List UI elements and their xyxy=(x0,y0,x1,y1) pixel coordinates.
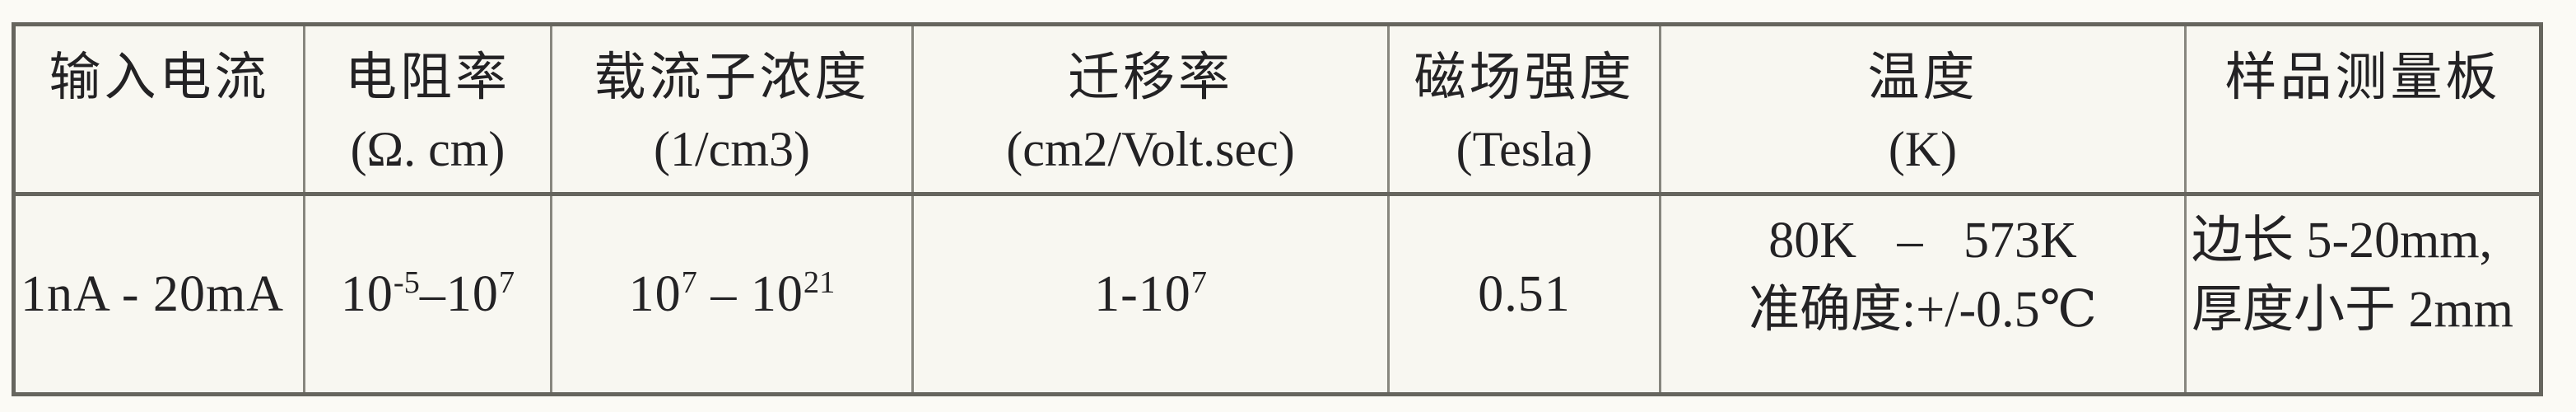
header-title: 电阻率 xyxy=(345,49,510,106)
col-header-magnetic-field: 磁场强度 (Tesla) xyxy=(1387,23,1661,196)
header-unit: (cm2/Volt.sec) xyxy=(1006,122,1295,176)
cell-sample-board: 边长 5-20mm, 厚度小于 2mm xyxy=(2184,193,2542,396)
measurement-spec-table: 输入电流 电阻率 (Ω. cm) 载流子浓度 (1/cm3) 迁移率 (cm2/… xyxy=(12,22,2543,396)
col-header-sample-board: 样品测量板 xyxy=(2184,23,2542,196)
header-row: 输入电流 电阻率 (Ω. cm) 载流子浓度 (1/cm3) 迁移率 (cm2/… xyxy=(12,23,2542,196)
cell-magnetic-field: 0.51 xyxy=(1387,193,1661,396)
col-header-input-current: 输入电流 xyxy=(12,23,305,196)
mobility-value: 1-107 xyxy=(1094,265,1207,322)
col-header-mobility: 迁移率 (cm2/Volt.sec) xyxy=(911,23,1390,196)
temperature-accuracy: 准确度:+/-0.5℃ xyxy=(1749,282,2097,338)
cell-input-current: 1nA - 20mA xyxy=(12,193,305,396)
col-header-temperature: 温度 (K) xyxy=(1659,23,2187,196)
header-unit: (Tesla) xyxy=(1456,122,1593,176)
spec-table-container: 输入电流 电阻率 (Ω. cm) 载流子浓度 (1/cm3) 迁移率 (cm2/… xyxy=(12,22,2543,396)
header-title: 磁场强度 xyxy=(1414,49,1635,106)
col-header-carrier-concentration: 载流子浓度 (1/cm3) xyxy=(550,23,914,196)
header-title: 输入电流 xyxy=(49,49,270,106)
cell-resistivity: 10-5–107 xyxy=(303,193,552,396)
temperature-range: 80K – 573K xyxy=(1768,213,2077,269)
sample-board-size: 边长 5-20mm, xyxy=(2192,213,2493,269)
header-unit: (Ω. cm) xyxy=(350,122,505,176)
header-title: 载流子浓度 xyxy=(594,49,870,106)
header-title: 样品测量板 xyxy=(2224,49,2501,106)
header-unit: (1/cm3) xyxy=(654,122,810,176)
col-header-resistivity: 电阻率 (Ω. cm) xyxy=(303,23,552,196)
resistivity-value: 10-5–107 xyxy=(340,265,515,322)
data-row: 1nA - 20mA 10-5–107 107 – 1021 1-107 0.5… xyxy=(12,193,2542,396)
carrier-concentration-value: 107 – 1021 xyxy=(628,265,836,322)
sample-board-thickness: 厚度小于 2mm xyxy=(2192,282,2513,338)
cell-mobility: 1-107 xyxy=(911,193,1390,396)
header-unit: (K) xyxy=(1888,122,1958,176)
magnetic-field-value: 0.51 xyxy=(1478,265,1571,322)
header-title: 温度 xyxy=(1867,49,1978,106)
input-current-value: 1nA - 20mA xyxy=(21,265,284,322)
cell-carrier-concentration: 107 – 1021 xyxy=(550,193,914,396)
cell-temperature: 80K – 573K 准确度:+/-0.5℃ xyxy=(1659,193,2187,396)
header-title: 迁移率 xyxy=(1068,49,1233,106)
